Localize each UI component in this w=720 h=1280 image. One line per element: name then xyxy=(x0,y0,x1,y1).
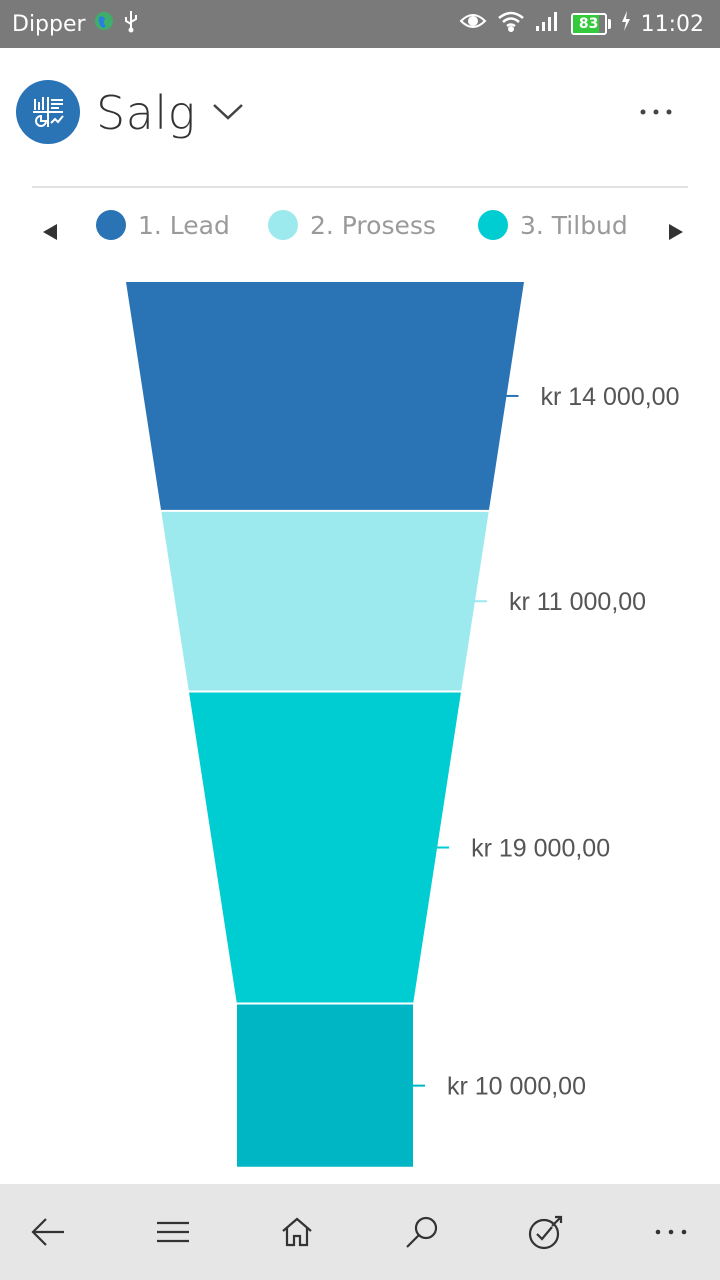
funnel-value-label: kr 14 000,00 xyxy=(540,383,679,411)
status-left: Dipper xyxy=(12,0,140,48)
chevron-down-icon[interactable] xyxy=(206,94,250,130)
status-right: 83 11:02 xyxy=(459,0,704,48)
wifi-icon xyxy=(497,10,525,38)
battery-icon: 83 xyxy=(570,13,611,35)
search-icon xyxy=(406,1216,438,1248)
search-button[interactable] xyxy=(394,1204,450,1260)
home-icon xyxy=(282,1217,312,1247)
bottom-nav xyxy=(0,1184,720,1280)
legend-label: 2. Prosess xyxy=(310,210,436,240)
home-button[interactable] xyxy=(269,1204,325,1260)
legend-label: 1. Lead xyxy=(138,210,230,240)
funnel-value-label: kr 19 000,00 xyxy=(471,835,610,863)
legend-item-tilbud[interactable]: 3. Tilbud xyxy=(478,208,628,242)
globe-icon xyxy=(94,11,114,37)
funnel-stage-3[interactable] xyxy=(189,692,461,1003)
legend-dot xyxy=(478,210,508,240)
triangle-right-icon[interactable] xyxy=(664,220,688,244)
funnel-report-icon[interactable] xyxy=(16,80,80,144)
status-bar: Dipper 83 11:02 xyxy=(0,0,720,48)
charging-icon xyxy=(621,11,631,37)
carrier-name: Dipper xyxy=(12,11,86,37)
legend-label: 3. Tilbud xyxy=(520,210,628,240)
header: Salg xyxy=(0,48,720,178)
triangle-left-icon[interactable] xyxy=(38,220,62,244)
funnel-value-label: kr 11 000,00 xyxy=(509,588,646,616)
legend-dot xyxy=(96,210,126,240)
funnel-stage-2[interactable] xyxy=(161,511,489,691)
funnel-chart: kr 14 000,00 kr 11 000,00 kr 19 000,00 kr 1… xyxy=(126,282,679,1167)
menu-button[interactable] xyxy=(145,1204,201,1260)
activities-button[interactable] xyxy=(518,1204,574,1260)
more-nav-button[interactable] xyxy=(643,1204,699,1260)
funnel-stage-1[interactable] xyxy=(126,282,524,510)
chart-legend: 1. Lead 2. Prosess 3. Tilbud xyxy=(0,196,720,256)
target-check-icon xyxy=(528,1215,563,1250)
legend-dot xyxy=(268,210,298,240)
legend-item-prosess[interactable]: 2. Prosess xyxy=(268,208,436,242)
more-horizontal-icon xyxy=(655,1229,687,1235)
funnel-value-label: kr 10 000,00 xyxy=(447,1073,586,1101)
back-button[interactable] xyxy=(20,1204,76,1260)
page-title[interactable]: Salg xyxy=(96,86,196,140)
eye-icon xyxy=(459,11,487,37)
more-horizontal-icon[interactable] xyxy=(632,92,680,132)
legend-item-lead[interactable]: 1. Lead xyxy=(96,208,230,242)
funnel-stage-4[interactable] xyxy=(237,1004,413,1167)
status-time: 11:02 xyxy=(640,11,704,37)
usb-icon xyxy=(122,9,140,39)
battery-level: 83 xyxy=(578,16,599,32)
hamburger-icon xyxy=(157,1221,189,1243)
battery-fill xyxy=(572,15,600,33)
arrow-left-icon xyxy=(31,1218,64,1246)
header-divider xyxy=(32,186,688,188)
signal-icon xyxy=(535,10,561,38)
